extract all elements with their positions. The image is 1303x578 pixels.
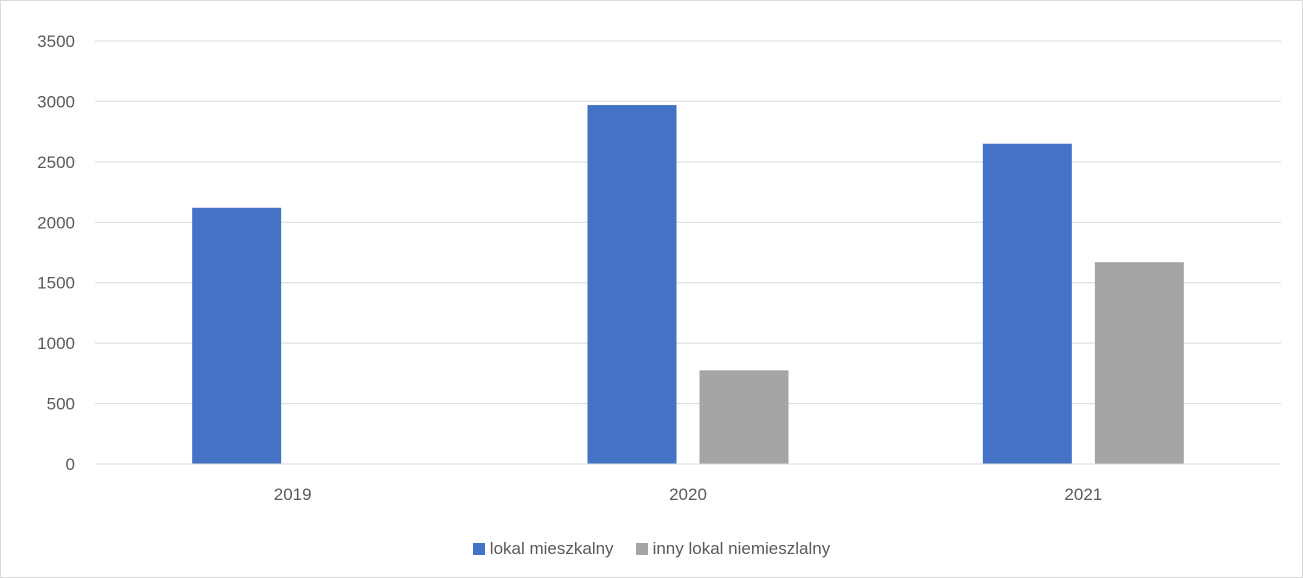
legend-swatch-series-2 xyxy=(635,543,648,555)
legend-item-series-1: lokal mieszkalny xyxy=(472,539,614,559)
bar-chart: 0 500 1000 1500 2000 2500 3000 3500 2019 2020 202… xyxy=(37,32,1281,504)
legend-label-series-2: inny lokal niemieszlalny xyxy=(652,539,831,558)
legend: lokal mieszkalny inny lokal niemieszlaln… xyxy=(0,536,1303,562)
y-tick-label: 1000 xyxy=(37,334,75,353)
y-tick-label: 500 xyxy=(47,395,75,414)
y-axis-tick-labels: 0 500 1000 1500 2000 2500 3000 3500 xyxy=(37,32,75,474)
y-tick-label: 3000 xyxy=(37,92,75,111)
legend-item-series-2: inny lokal niemieszlalny xyxy=(635,539,831,559)
gridlines xyxy=(95,40,1281,405)
bar-2020-series-1 xyxy=(587,105,677,464)
x-tick-label: 2019 xyxy=(274,485,312,504)
bar-2021-series-2 xyxy=(1094,262,1184,464)
x-tick-label: 2020 xyxy=(669,485,707,504)
x-tick-label: 2021 xyxy=(1064,485,1102,504)
y-tick-label: 3500 xyxy=(37,32,75,51)
legend-label-series-1: lokal mieszkalny xyxy=(489,539,614,558)
y-tick-label: 1500 xyxy=(37,274,75,293)
bars xyxy=(192,105,1184,465)
y-tick-label: 0 xyxy=(66,455,75,474)
bar-2019-series-1 xyxy=(192,207,282,465)
bar-2021-series-1 xyxy=(982,143,1072,464)
y-tick-label: 2500 xyxy=(37,153,75,172)
legend-swatch-series-1 xyxy=(472,543,485,555)
x-axis-tick-labels: 2019 2020 2021 xyxy=(274,485,1102,504)
y-tick-label: 2000 xyxy=(37,213,75,232)
bar-2020-series-2 xyxy=(699,370,789,464)
